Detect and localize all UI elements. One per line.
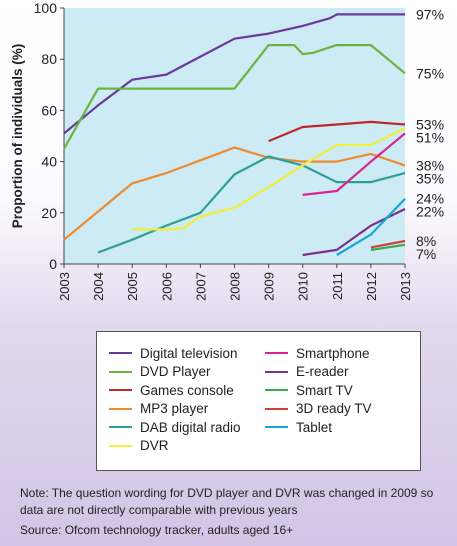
legend-swatch [109, 389, 132, 391]
series-line-digital-television [63, 13, 405, 135]
legend-label: Games console [140, 382, 234, 398]
series-line-smartphone [302, 132, 406, 196]
y-tick-label: 80 [41, 51, 57, 67]
plot-area [64, 8, 405, 264]
legend-item: E-reader [265, 363, 349, 381]
legend-item: Digital television [109, 344, 238, 362]
x-tick-label: 2012 [364, 272, 379, 301]
end-value-label: 51% [416, 129, 444, 145]
legend-item: Tablet [265, 418, 332, 436]
series-line-smart-tv [370, 243, 406, 251]
end-value-label: 35% [416, 170, 444, 186]
series-line-dvd-player [63, 44, 406, 150]
legend-label: 3D ready TV [296, 401, 372, 416]
y-tick-label: 100 [34, 0, 58, 16]
end-value-label: 24% [416, 191, 444, 207]
x-tick-label: 2007 [193, 272, 208, 301]
end-value-label: 7% [416, 246, 436, 262]
x-tick-label: 2013 [398, 272, 413, 301]
legend-swatch [265, 426, 288, 428]
legend-item: MP3 player [109, 400, 208, 418]
series-line-games-console [268, 120, 406, 143]
y-tick-label: 20 [41, 205, 57, 221]
end-value-label: 75% [416, 65, 444, 81]
x-tick-label: 2005 [125, 272, 140, 301]
series-line-mp3-player [63, 146, 406, 241]
y-tick-label: 0 [49, 256, 57, 272]
legend-label: Digital television [140, 345, 238, 361]
legend-swatch [109, 407, 132, 410]
end-value-label: 8% [416, 233, 436, 249]
legend-label: DAB digital radio [140, 419, 241, 435]
legend: Digital television DVD Player Games consol… [96, 331, 421, 471]
legend-swatch [265, 389, 288, 391]
series-line-dab-digital-radio [97, 155, 406, 254]
series-line-dvr [132, 127, 406, 231]
legend-item: DAB digital radio [109, 418, 241, 436]
legend-item: DVR [109, 437, 169, 455]
x-tick-label: 2008 [228, 272, 243, 301]
legend-swatch [265, 352, 288, 354]
legend-swatch [265, 407, 288, 410]
x-tick-label: 2003 [57, 272, 72, 301]
end-value-label: 53% [416, 116, 444, 132]
legend-item: DVD Player [109, 363, 211, 381]
y-tick-label: 40 [41, 154, 57, 170]
legend-swatch [109, 426, 132, 428]
legend-swatch [265, 370, 288, 373]
end-value-label: 97% [416, 6, 444, 22]
x-tick-label: 2009 [262, 272, 277, 301]
series-line-tablet [336, 197, 406, 256]
legend-label: Tablet [296, 419, 333, 435]
legend-label: DVD Player [140, 364, 211, 379]
x-tick-label: 2006 [159, 272, 174, 301]
legend-item: Smartphone [265, 344, 370, 362]
x-tick-label: 2010 [296, 272, 311, 301]
y-tick-label: 60 [41, 102, 57, 118]
legend-swatch [109, 370, 132, 373]
chart-source: Source: Ofcom technology tracker, adults… [20, 523, 294, 537]
legend-label: DVR [140, 438, 169, 453]
legend-item: Games console [109, 381, 234, 399]
chart-note: Note: The question wording for DVD playe… [20, 486, 434, 517]
y-axis-title: Proportion of individuals (%) [10, 44, 25, 229]
legend-swatch [109, 444, 132, 447]
end-value-label: 38% [416, 157, 444, 173]
end-value-label: 22% [416, 204, 444, 220]
x-tick-label: 2004 [91, 272, 106, 301]
legend-label: Smart TV [296, 382, 353, 398]
legend-label: Smartphone [296, 345, 370, 361]
legend-label: MP3 player [140, 401, 209, 416]
legend-label: E-reader [296, 364, 349, 379]
x-tick-label: 2011 [330, 272, 345, 300]
legend-item: 3D ready TV [265, 400, 372, 418]
legend-item: Smart TV [265, 381, 353, 399]
legend-swatch [109, 352, 132, 354]
series-line-3d-ready-tv [370, 239, 406, 249]
line-chart: 0 20 40 60 80 100 2003 2004 2005 2006 2007 2008 2009… [10, 0, 444, 301]
